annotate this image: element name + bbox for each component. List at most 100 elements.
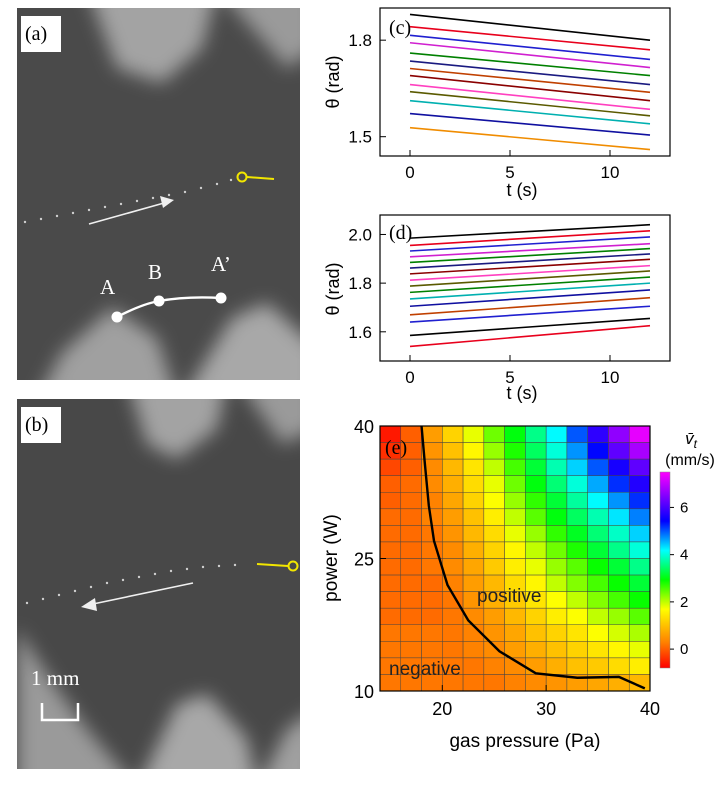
heatmap-cell <box>504 425 526 443</box>
heatmap-cell <box>400 574 422 592</box>
heatmap-cell <box>608 508 630 526</box>
heatmap-cell <box>566 657 588 675</box>
heatmap-cell <box>525 508 547 526</box>
heatmap-cell <box>525 674 547 692</box>
heatmap-cell <box>608 574 630 592</box>
heatmap-cell <box>587 475 609 493</box>
heatmap-cell <box>379 525 402 543</box>
heatmap-cell <box>566 425 588 443</box>
x-tick-label: 0 <box>405 163 414 182</box>
heatmap-cell <box>400 458 422 476</box>
series-line-d-0 <box>409 223 651 239</box>
heatmap-cell <box>421 425 443 443</box>
series-line-c-6 <box>409 67 651 94</box>
heatmap-cell <box>442 492 464 510</box>
heatmap-cell <box>545 607 568 625</box>
chart-c: 0 5 10 1.5 1.8 (c) t (s) θ (rad) <box>323 7 671 200</box>
chart-d-frame <box>379 214 671 362</box>
heatmap-cell <box>608 442 630 460</box>
heatmap-cell <box>462 442 485 460</box>
heatmap-cell <box>525 458 547 476</box>
heatmap-cell <box>400 475 422 493</box>
heatmap-cell <box>400 607 422 625</box>
heatmap-cell <box>504 607 526 625</box>
heatmap-cell <box>628 475 651 493</box>
heatmap-cell <box>379 541 402 559</box>
series-line-c-11 <box>409 112 651 136</box>
colorbar-title: v̄t <box>685 429 698 451</box>
particle-trail <box>23 178 233 224</box>
chart-c-xlabel: t (s) <box>507 180 538 200</box>
series-line-d-3 <box>409 242 651 258</box>
heatmap-cell <box>545 657 568 675</box>
series-line-d-13 <box>409 305 651 323</box>
series-line-d-9 <box>409 276 651 294</box>
heatmap-cell <box>483 425 505 443</box>
heatmap-cell <box>462 641 485 659</box>
heatmap-cell <box>379 458 402 476</box>
heatmap-cell <box>400 558 422 576</box>
heatmap-cell <box>442 508 464 526</box>
heatmap-cell <box>442 475 464 493</box>
heatmap-cell <box>483 657 505 675</box>
heatmap-cell <box>442 624 464 642</box>
heatmap-cell <box>421 624 443 642</box>
gear-teeth-top <box>91 0 317 83</box>
heatmap-cell <box>608 525 630 543</box>
heatmap-cell <box>483 541 505 559</box>
heatmap-cell <box>400 591 422 609</box>
heatmap-cell <box>587 492 609 510</box>
heatmap-cell <box>525 558 547 576</box>
heatmap-cell <box>442 541 464 559</box>
heatmap-cell <box>566 508 588 526</box>
heatmap-cell <box>504 558 526 576</box>
panel-c: 0 5 10 1.5 1.8 (c) t (s) θ (rad) <box>305 0 726 200</box>
heatmap-cell <box>462 425 485 443</box>
heatmap-cell <box>525 425 547 443</box>
heatmap-cell <box>379 641 402 659</box>
heatmap-cell <box>628 458 651 476</box>
yellow-probe-marker <box>236 171 275 183</box>
heatmap-cell <box>545 574 568 592</box>
series-line-c-1 <box>409 25 651 51</box>
heatmap-cell <box>421 475 443 493</box>
heatmap-cell <box>504 525 526 543</box>
panel-d: 0 5 10 1.6 1.8 2.0 (d) t (s) θ (rad) <box>305 205 726 405</box>
heatmap-cell <box>566 541 588 559</box>
heatmap-cell <box>587 541 609 559</box>
heatmap-cell <box>587 657 609 675</box>
motion-arrow-right <box>88 196 174 225</box>
colorbar-tick-label: 0 <box>680 641 688 658</box>
chart-e-panel-label: (e) <box>385 437 407 459</box>
panel-b-label-box <box>21 407 61 443</box>
heatmap-cell <box>628 525 651 543</box>
series-line-d-15 <box>409 324 651 348</box>
heatmap-cell <box>628 508 651 526</box>
panel-e: 20 30 40 10 25 40 (e) positive negative gas p… <box>305 410 726 786</box>
series-line-c-9 <box>409 90 651 117</box>
panel-b-image: 1 mm (b) <box>17 379 317 789</box>
heatmap-cell <box>608 591 630 609</box>
series-line-c-8 <box>409 83 651 111</box>
heatmap-cell <box>566 525 588 543</box>
heatmap-cell <box>400 508 422 526</box>
y-tick-label: 25 <box>354 550 374 570</box>
heatmap-cell <box>587 591 609 609</box>
heatmap-cell <box>525 492 547 510</box>
heatmap-cell <box>525 442 547 460</box>
series-line-d-5 <box>409 253 651 269</box>
heatmap-cell <box>462 492 485 510</box>
series-line-d-14 <box>409 317 651 337</box>
heatmap-cell <box>400 541 422 559</box>
panel-a-label-box <box>21 16 61 52</box>
heatmap-cell <box>545 641 568 659</box>
heatmap-cell <box>608 657 630 675</box>
heatmap-cell <box>504 508 526 526</box>
heatmap-cell <box>483 442 505 460</box>
heatmap-cell <box>608 541 630 559</box>
heatmap-cell <box>504 492 526 510</box>
heatmap-cell <box>545 442 568 460</box>
panel-a: A B A’ (a) <box>17 0 317 400</box>
y-tick-label: 40 <box>354 417 374 437</box>
colorbar-title-subscript: t <box>694 437 698 451</box>
